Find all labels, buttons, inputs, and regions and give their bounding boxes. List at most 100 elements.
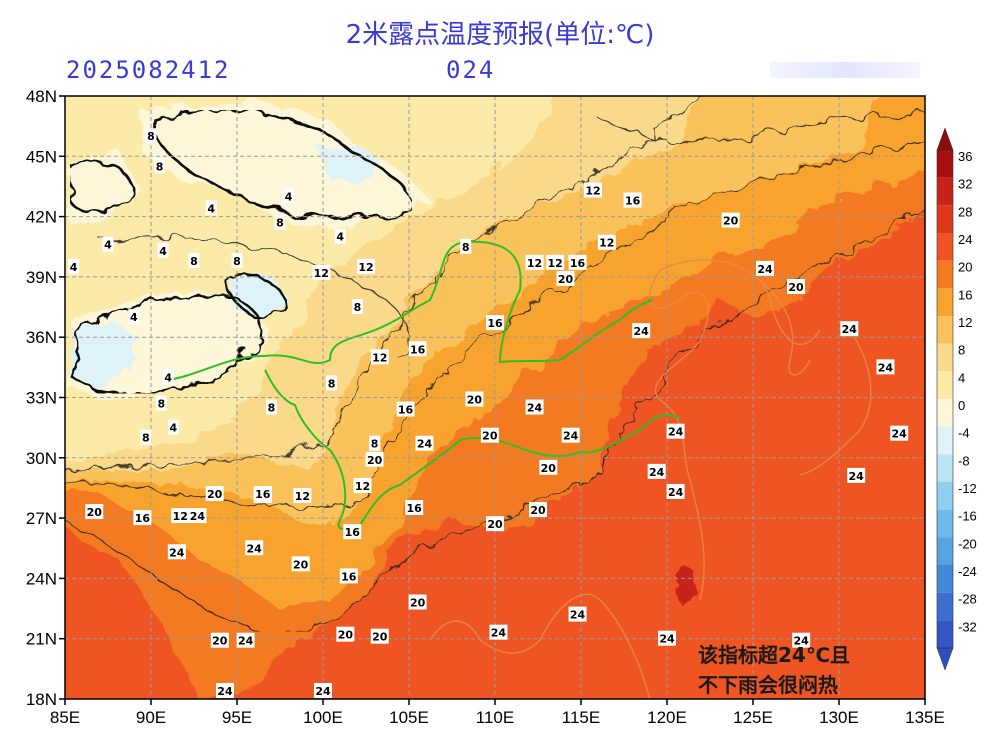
contour-label: 8 <box>460 238 472 254</box>
colorbar-swatch <box>937 509 953 538</box>
contour-label-bg <box>154 158 166 174</box>
contour-label: 20 <box>408 594 427 610</box>
contour-label-text: 24 <box>634 325 650 338</box>
colorbar-label: -16 <box>958 509 977 524</box>
contour-label-bg <box>68 258 80 274</box>
contour-label-bg <box>312 264 331 280</box>
contour-label: 16 <box>486 315 504 331</box>
x-tick-label: 115E <box>562 708 600 727</box>
contour-label-bg <box>756 260 775 276</box>
contour-label-text: 16 <box>341 570 357 583</box>
y-tick-label: 24N <box>26 569 57 588</box>
contour-label: 20 <box>205 485 224 501</box>
contour-label: 12 <box>171 508 190 524</box>
contour-label: 4 <box>334 228 346 244</box>
colorbar-swatch <box>937 150 953 178</box>
contour-label: 20 <box>539 459 558 475</box>
colorbar-swatch <box>937 177 953 206</box>
contour-label-bg <box>647 463 666 479</box>
contour-label-bg <box>539 459 558 475</box>
contour-label-text: 12 <box>585 184 600 197</box>
contour-label: 20 <box>210 632 229 648</box>
contour-label-text: 8 <box>142 432 150 445</box>
contour-label-bg <box>357 258 375 274</box>
contour-label-bg <box>291 556 310 572</box>
contour-label-bg <box>85 504 104 520</box>
lead-time-label: 024 <box>446 56 496 84</box>
contour-label-bg <box>128 309 140 325</box>
contour-label-text: 4 <box>70 261 78 274</box>
x-tick-label: 130E <box>819 708 859 727</box>
x-tick-label: 90E <box>136 708 166 727</box>
colorbar-label: -24 <box>958 564 977 579</box>
contour-label-bg <box>145 128 157 144</box>
contour-label-text: 8 <box>268 402 276 415</box>
contour-label-bg <box>666 483 685 499</box>
y-tick-label: 21N <box>26 630 57 649</box>
contour-label: 8 <box>155 395 167 411</box>
contour-label-bg <box>405 500 424 516</box>
contour-label-bg <box>465 391 484 407</box>
contour-label: 8 <box>351 299 363 315</box>
contour-label: 20 <box>365 451 384 467</box>
y-tick-label: 39N <box>26 268 57 287</box>
contour-label-bg <box>632 323 651 339</box>
contour-label-bg <box>847 467 866 483</box>
y-tick-label: 27N <box>26 509 57 528</box>
contour-label: 12 <box>546 254 565 270</box>
contour-label-bg <box>486 516 504 532</box>
colorbar-swatch <box>937 454 953 482</box>
contour-label-bg <box>568 254 587 270</box>
contour-label-text: 24 <box>491 627 507 640</box>
contour-label-bg <box>529 502 547 518</box>
contour-label-text: 16 <box>255 488 271 501</box>
contour-label-text: 24 <box>878 361 894 374</box>
contour-label-text: 16 <box>398 404 414 417</box>
contour-label: 24 <box>489 624 508 640</box>
y-tick-label: 18N <box>26 690 57 709</box>
contour-label: 20 <box>486 516 504 532</box>
contour-label-text: 24 <box>315 685 331 698</box>
contour-label-bg <box>253 485 272 501</box>
contour-label-text: 16 <box>407 502 423 515</box>
contour-label-text: 24 <box>570 609 586 622</box>
contour-label: 4 <box>102 236 114 252</box>
contour-label-text: 20 <box>467 394 483 407</box>
contour-label-bg <box>339 568 358 584</box>
contour-label: 8 <box>140 429 152 445</box>
contour-label-text: 8 <box>462 241 470 254</box>
contour-label-text: 16 <box>625 195 641 208</box>
contour-label-bg <box>597 234 616 250</box>
contour-label: 16 <box>405 500 424 516</box>
contour-label-text: 20 <box>530 504 546 517</box>
contour-label-text: 20 <box>558 273 574 286</box>
contour-label: 20 <box>370 628 389 644</box>
contour-label-text: 24 <box>169 546 185 559</box>
contour-label-bg <box>157 242 169 258</box>
contour-label-text: 20 <box>482 430 498 443</box>
contour-label: 8 <box>231 252 243 268</box>
contour-label-bg <box>721 212 740 228</box>
contour-label: 16 <box>343 524 362 540</box>
contour-label-text: 20 <box>207 488 223 501</box>
contour-label-text: 8 <box>147 130 155 143</box>
contour-label-bg <box>787 278 805 294</box>
y-tick-label: 33N <box>26 389 57 408</box>
contour-label-text: 20 <box>87 506 103 519</box>
contour-label: 24 <box>188 508 207 523</box>
contour-label-bg <box>408 594 427 610</box>
contour-label-bg <box>171 508 190 524</box>
contour-label-text: 24 <box>842 323 858 336</box>
contour-label-text: 24 <box>190 510 206 523</box>
colorbar-swatch <box>937 592 953 621</box>
contour-label: 12 <box>370 349 389 365</box>
contour-label-text: 8 <box>371 438 379 451</box>
contour-label: 20 <box>556 270 575 286</box>
colorbar-swatch <box>937 316 953 344</box>
contour-label-bg <box>365 451 384 467</box>
contour-label: 12 <box>584 182 603 198</box>
colorbar-bottom-arrow <box>936 647 954 671</box>
colorbar-swatch <box>937 233 953 261</box>
